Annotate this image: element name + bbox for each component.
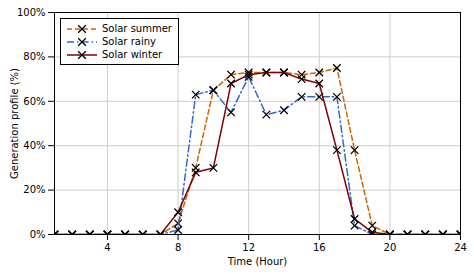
svg-text:0%: 0% [30, 229, 46, 240]
svg-text:40%: 40% [23, 140, 45, 151]
svg-text:Time (Hour): Time (Hour) [227, 256, 288, 267]
svg-text:4: 4 [104, 242, 110, 253]
svg-text:12: 12 [242, 242, 255, 253]
svg-text:16: 16 [313, 242, 326, 253]
svg-text:100%: 100% [17, 7, 46, 18]
html-text:Solar rainy: Solar rainy [102, 36, 156, 47]
svg-text:24: 24 [454, 242, 467, 253]
html-text:Solar winter: Solar winter [102, 49, 163, 60]
svg-text:8: 8 [175, 242, 181, 253]
svg-text:60%: 60% [23, 96, 45, 107]
svg-text:80%: 80% [23, 51, 45, 62]
html-text:Solar summer: Solar summer [102, 23, 172, 34]
svg-text:20%: 20% [23, 184, 45, 195]
svg-text:Generation profile (%): Generation profile (%) [9, 68, 20, 179]
svg-text:20: 20 [384, 242, 397, 253]
